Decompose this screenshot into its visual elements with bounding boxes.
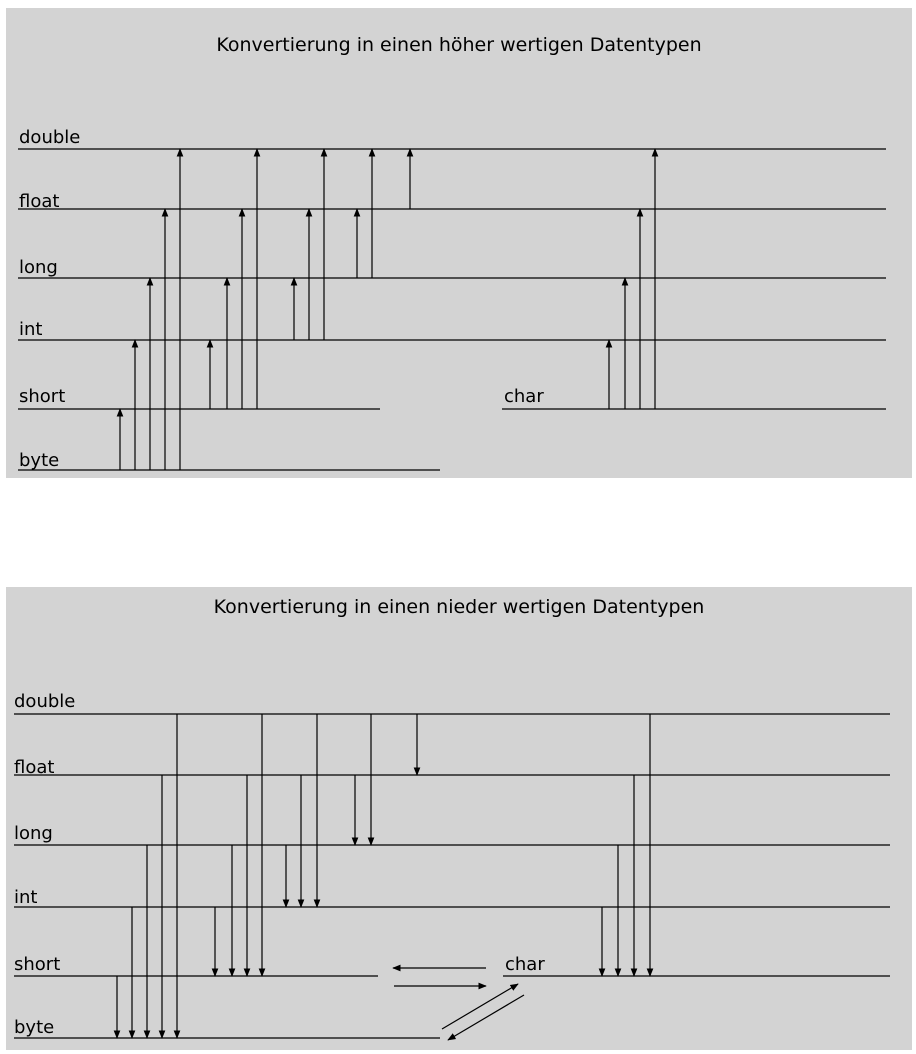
upcast-panel: Konvertierung in einen höher wertigen Da…	[6, 8, 912, 478]
double-label: double	[19, 127, 80, 148]
arrow-char-byte	[447, 994, 525, 1041]
long-label: long	[19, 257, 58, 278]
downcast-type-labels: double float long int short byte char	[14, 691, 545, 1038]
int-label: int	[14, 887, 37, 908]
short-label: short	[14, 954, 60, 975]
byte-label: byte	[19, 450, 59, 471]
upcast-type-lines	[18, 148, 886, 471]
long-label: long	[14, 823, 53, 844]
downcast-type-lines	[14, 713, 890, 1039]
upcast-arrows	[116, 148, 659, 470]
downcast-arrows	[113, 714, 654, 1041]
char-label: char	[505, 954, 545, 975]
float-label: float	[19, 191, 59, 212]
int-label: int	[19, 319, 42, 340]
double-label: double	[14, 691, 75, 712]
upcast-title: Konvertierung in einen höher wertigen Da…	[216, 34, 701, 56]
downcast-diagram: Konvertierung in einen nieder wertigen D…	[14, 596, 890, 1041]
byte-label: byte	[14, 1017, 54, 1038]
float-label: float	[14, 757, 54, 778]
upcast-type-labels: double float long int short byte char	[19, 127, 544, 471]
arrow-byte-char	[441, 983, 519, 1030]
upcast-diagram: Konvertierung in einen höher wertigen Da…	[18, 34, 886, 471]
short-label: short	[19, 386, 65, 407]
char-label: char	[504, 386, 544, 407]
downcast-panel: Konvertierung in einen nieder wertigen D…	[6, 587, 912, 1050]
downcast-title: Konvertierung in einen nieder wertigen D…	[214, 596, 705, 618]
